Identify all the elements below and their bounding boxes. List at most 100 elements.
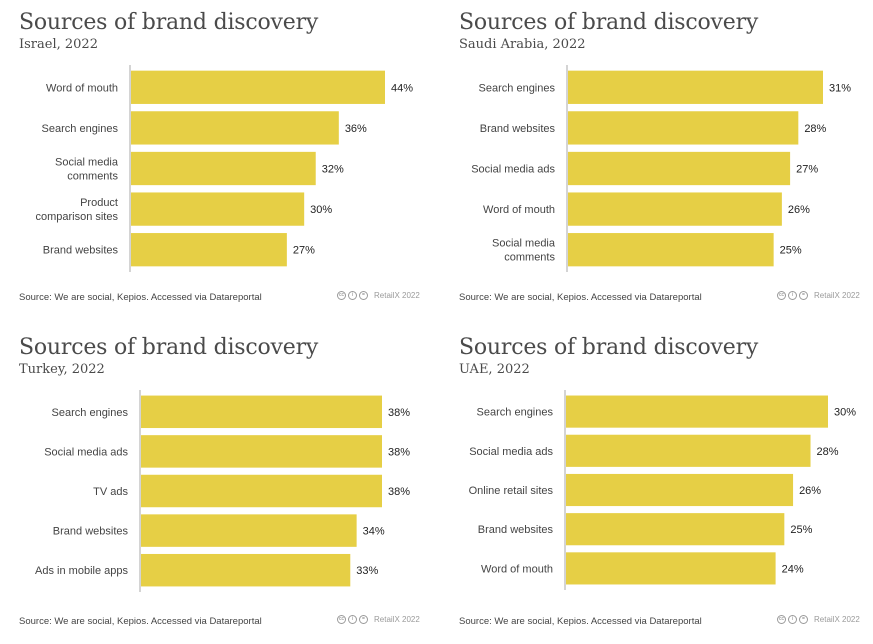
value-label: 38%	[388, 446, 410, 458]
credit-text: RetailX 2022	[374, 615, 420, 624]
chart-credit: cc i = RetailX 2022	[337, 291, 420, 300]
cc-icon: cc	[337, 615, 346, 624]
by-icon: i	[348, 615, 357, 624]
by-icon: i	[348, 291, 357, 300]
category-label: Search engines	[479, 82, 556, 94]
chart-source: Source: We are social, Kepios. Accessed …	[459, 292, 702, 303]
by-icon: i	[788, 291, 797, 300]
bar-chart-saudi-arabia: 31% Search engines 28% Brand websites 27% Soc…	[471, 65, 851, 272]
bar-chart-turkey: 38% Search engines 38% Social media ads 38% T…	[35, 390, 410, 592]
bar	[568, 151, 791, 186]
chart-source: Source: We are social, Kepios. Accessed …	[459, 616, 702, 627]
value-label: 36%	[345, 123, 367, 135]
value-label: 44%	[391, 82, 413, 94]
chart-source: Source: We are social, Kepios. Accessed …	[19, 292, 262, 303]
category-label: Social media comments	[55, 157, 119, 183]
bar	[141, 395, 382, 429]
chart-credit: cc i = RetailX 2022	[777, 291, 860, 300]
category-label: Online retail sites	[469, 485, 554, 497]
chart-credit: cc i = RetailX 2022	[337, 615, 420, 624]
chart-subtitle: UAE, 2022	[459, 362, 530, 377]
credit-text: RetailX 2022	[814, 291, 860, 300]
bar	[566, 434, 811, 467]
category-label: Word of mouth	[481, 563, 553, 575]
bar	[131, 151, 316, 186]
bar	[141, 514, 357, 547]
value-label: 24%	[782, 563, 804, 575]
chart-title: Sources of brand discovery	[459, 10, 759, 35]
value-label: 27%	[293, 245, 315, 257]
category-label: Word of mouth	[483, 204, 555, 216]
chart-subtitle: Saudi Arabia, 2022	[459, 37, 586, 52]
category-label: Social media comments	[492, 238, 556, 264]
chart-credit: cc i = RetailX 2022	[777, 615, 860, 624]
value-label: 26%	[799, 485, 821, 497]
value-label: 33%	[356, 565, 378, 577]
value-label: 30%	[310, 204, 332, 216]
bar	[141, 435, 382, 468]
credit-text: RetailX 2022	[374, 291, 420, 300]
value-label: 26%	[788, 204, 810, 216]
bar	[568, 192, 782, 226]
value-label: 28%	[804, 123, 826, 135]
value-label: 31%	[829, 82, 851, 94]
credit-text: RetailX 2022	[814, 615, 860, 624]
category-label: Ads in mobile apps	[35, 565, 128, 577]
category-label: TV ads	[93, 486, 128, 498]
chart-title: Sources of brand discovery	[19, 10, 319, 35]
chart-title: Sources of brand discovery	[459, 335, 759, 360]
bar	[568, 111, 799, 145]
category-label: Search engines	[52, 407, 129, 419]
nd-icon: =	[359, 615, 368, 624]
chart-title: Sources of brand discovery	[19, 335, 319, 360]
value-label: 38%	[388, 407, 410, 419]
value-label: 28%	[817, 446, 839, 458]
bar	[131, 233, 287, 267]
bar	[568, 70, 823, 104]
nd-icon: =	[359, 291, 368, 300]
chart-panel-israel: Sources of brand discovery Israel, 2022 …	[19, 10, 421, 310]
chart-subtitle: Turkey, 2022	[19, 362, 105, 377]
value-label: 25%	[780, 245, 802, 257]
cc-icon: cc	[777, 615, 786, 624]
category-label: Search engines	[477, 407, 554, 419]
chart-subtitle: Israel, 2022	[19, 37, 98, 52]
category-label: Brand websites	[480, 123, 556, 135]
chart-source: Source: We are social, Kepios. Accessed …	[19, 616, 262, 627]
nd-icon: =	[799, 615, 808, 624]
bar	[566, 513, 785, 546]
chart-panel-saudi-arabia: Sources of brand discovery Saudi Arabia,…	[459, 10, 861, 310]
cc-icon: cc	[777, 291, 786, 300]
category-label: Product comparison sites	[35, 197, 118, 223]
cc-icon: cc	[337, 291, 346, 300]
category-label: Word of mouth	[46, 82, 118, 94]
nd-icon: =	[799, 291, 808, 300]
bar	[141, 553, 351, 587]
value-label: 32%	[322, 164, 344, 176]
bar	[131, 111, 339, 145]
category-label: Brand websites	[43, 245, 119, 257]
category-label: Brand websites	[478, 524, 554, 536]
bar	[131, 70, 385, 104]
category-label: Social media ads	[471, 164, 555, 176]
by-icon: i	[788, 615, 797, 624]
bar	[566, 473, 794, 507]
bar	[568, 233, 774, 267]
bar-chart-israel: 44% Word of mouth 36% Search engines 32% Soci…	[35, 65, 413, 272]
category-label: Search engines	[42, 123, 119, 135]
bar	[131, 192, 305, 226]
category-label: Social media ads	[469, 446, 553, 458]
bar	[566, 395, 828, 428]
bar	[141, 474, 382, 508]
value-label: 27%	[796, 164, 818, 176]
chart-panel-uae: Sources of brand discovery UAE, 2022 30%…	[459, 335, 861, 635]
value-label: 30%	[834, 407, 856, 419]
bar-chart-uae: 30% Search engines 28% Social media ads 26% O…	[469, 390, 856, 590]
category-label: Social media ads	[44, 446, 128, 458]
bar	[566, 552, 776, 585]
category-label: Brand websites	[53, 526, 129, 538]
value-label: 38%	[388, 486, 410, 498]
value-label: 34%	[363, 526, 385, 538]
chart-panel-turkey: Sources of brand discovery Turkey, 2022 …	[19, 335, 421, 635]
value-label: 25%	[790, 524, 812, 536]
